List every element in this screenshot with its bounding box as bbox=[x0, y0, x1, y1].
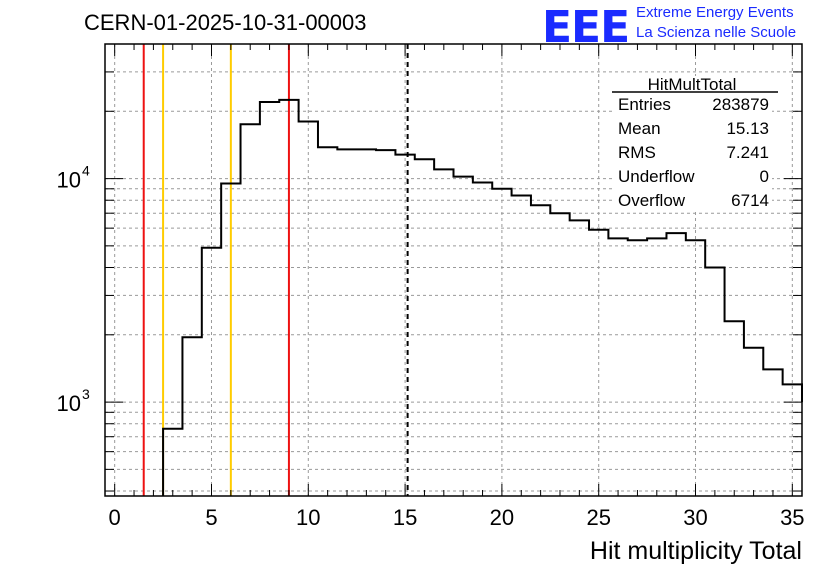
stats-row-value: 283879 bbox=[712, 95, 769, 114]
stats-row-value: 6714 bbox=[731, 191, 769, 210]
axis-ticks bbox=[105, 43, 802, 496]
stats-row-value: 0 bbox=[760, 167, 769, 186]
y-tick-exponent: 3 bbox=[82, 386, 90, 402]
x-tick-label: 30 bbox=[683, 505, 707, 530]
stats-row-label: Mean bbox=[618, 119, 661, 138]
stats-row-value: 15.13 bbox=[726, 119, 769, 138]
stats-row-value: 7.241 bbox=[726, 143, 769, 162]
stats-row-label: Underflow bbox=[618, 167, 695, 186]
x-tick-label: 10 bbox=[296, 505, 320, 530]
logo-caption-line1: Extreme Energy Events bbox=[636, 4, 794, 21]
x-tick-label: 0 bbox=[109, 505, 121, 530]
x-tick-label: 20 bbox=[490, 505, 514, 530]
logo-caption: Extreme Energy Events La Scienza nelle S… bbox=[636, 3, 796, 43]
run-title: CERN-01-2025-10-31-00003 bbox=[84, 10, 367, 35]
y-tick-label: 10 bbox=[57, 168, 81, 193]
x-tick-label: 15 bbox=[393, 505, 417, 530]
y-tick-label: 10 bbox=[57, 391, 81, 416]
stats-box-bg bbox=[612, 76, 772, 210]
stats-title: HitMultTotal bbox=[648, 75, 737, 94]
marker-lines bbox=[142, 44, 409, 496]
logo-caption-line2: La Scienza nelle Scuole bbox=[636, 24, 797, 41]
histogram-series bbox=[162, 98, 803, 496]
x-tick-label: 35 bbox=[780, 505, 804, 530]
x-axis-label: Hit multiplicity Total bbox=[590, 537, 802, 565]
plot-frame bbox=[104, 43, 803, 497]
x-tick-label: 5 bbox=[205, 505, 217, 530]
x-tick-label: 25 bbox=[586, 505, 610, 530]
stats-row-label: RMS bbox=[618, 143, 656, 162]
stats-row-label: Entries bbox=[618, 95, 671, 114]
stats-row-label: Overflow bbox=[618, 191, 686, 210]
y-tick-exponent: 4 bbox=[82, 163, 90, 179]
